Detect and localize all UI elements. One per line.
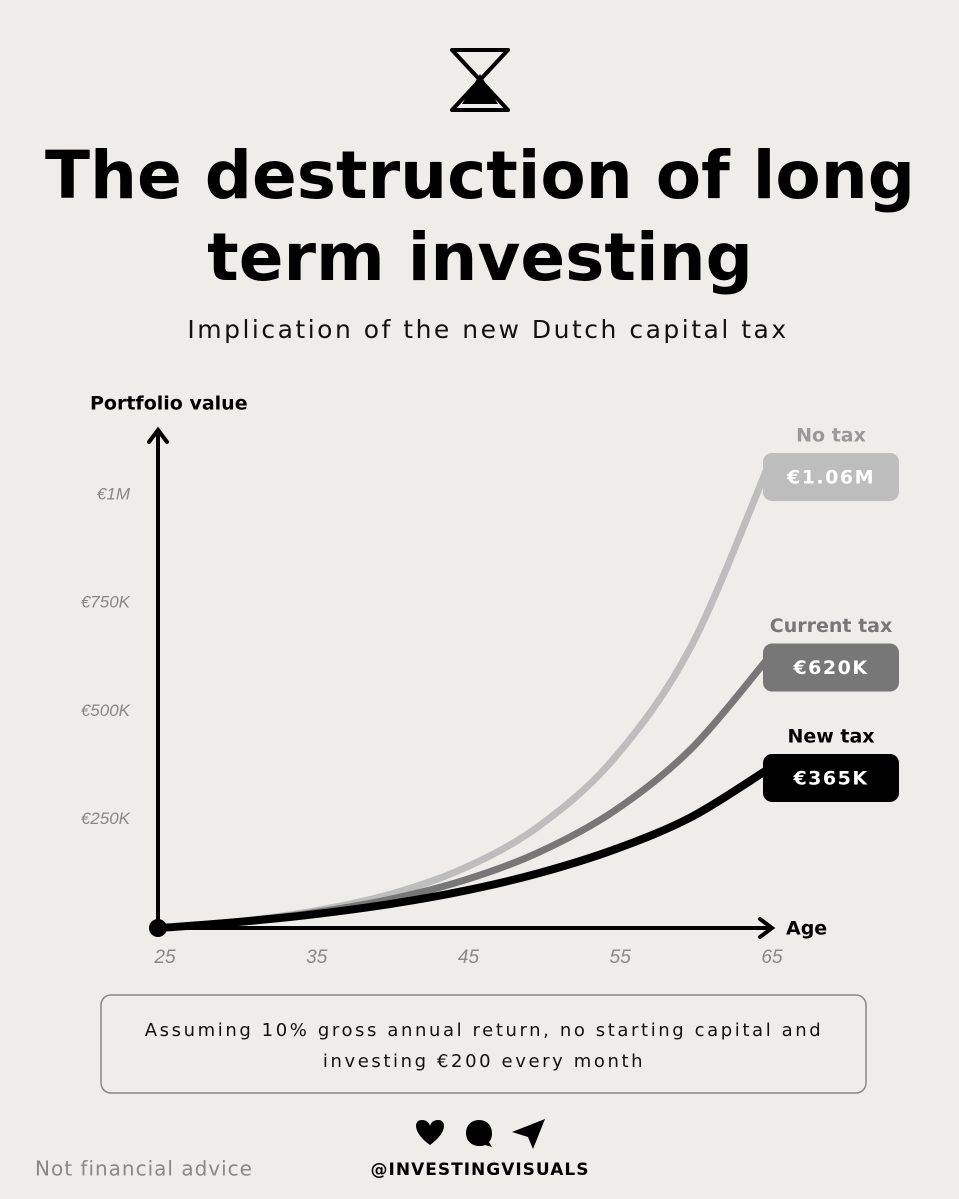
series-name: New tax [787,725,874,747]
y-axis-label: Portfolio value [90,393,248,415]
value-badge [763,753,899,802]
logo-sand [462,74,498,104]
value-badge [763,452,899,501]
y-tick-label: €250K [81,809,131,828]
series-name: Current tax [770,615,892,637]
value-label: €1.06M [786,466,875,488]
x-tick-label: 65 [761,947,783,968]
value-label: €620K [792,657,868,679]
share-icon[interactable] [512,1119,545,1149]
origin-dot [149,919,167,937]
y-axis-arrow [147,426,169,444]
series-name: No tax [796,424,866,446]
series-line [156,465,771,932]
y-tick-label: €1M [97,484,131,503]
x-tick-label: 35 [306,947,328,968]
disclaimer: Not financial advice [35,1157,253,1181]
comment-icon[interactable] [466,1120,492,1147]
y-tick-label: €500K [81,701,131,720]
note-line: investing €200 every month [323,1051,645,1072]
y-tick-label: €750K [81,593,131,612]
handle: @INVESTINGVISUALS [371,1160,590,1180]
subtitle: Implication of the new Dutch capital tax [187,315,788,344]
series-line [156,765,771,932]
note-line: Assuming 10% gross annual return, no sta… [145,1020,824,1041]
value-label: €365K [792,767,868,789]
like-icon[interactable] [416,1120,444,1145]
x-tick-label: 25 [153,947,176,968]
x-axis-arrow [758,917,776,939]
x-axis-label: Age [786,918,827,940]
title-line: The destruction of long [45,137,915,214]
x-tick-label: 55 [610,947,632,968]
value-badge [763,643,899,692]
logo [450,48,510,112]
title-line: term investing [207,219,753,296]
note-box [100,994,867,1094]
x-tick-label: 45 [458,947,480,968]
